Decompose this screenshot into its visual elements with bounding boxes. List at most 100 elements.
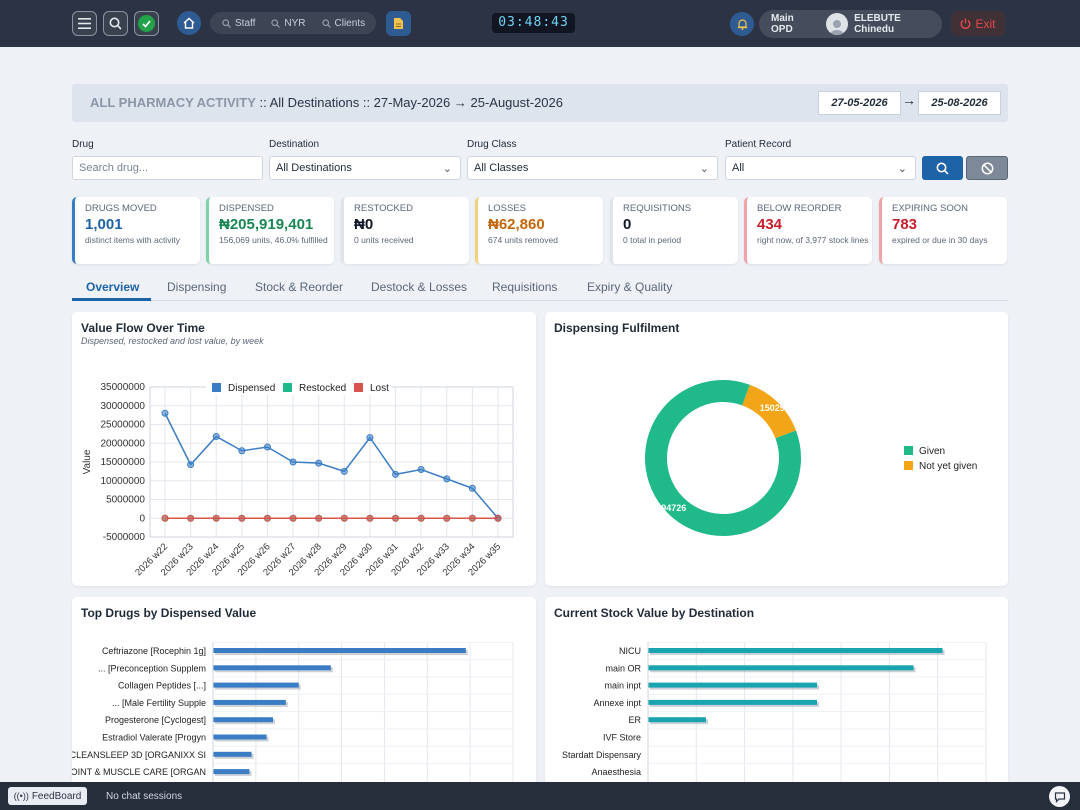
bar-label: CLEANSLEEP 3D [ORGANIXX SI (72, 750, 206, 760)
bar (213, 699, 286, 705)
tab-destock-losses[interactable]: Destock & Losses (371, 280, 468, 294)
y-tick-label: -5000000 (103, 532, 146, 543)
kpi-dispensed[interactable]: DISPENSED ₦205,919,401 156,069 units, 46… (206, 197, 334, 264)
feedboard-button[interactable]: ((•)) FeedBoard (8, 787, 87, 805)
kpi-value: 1,001 (85, 216, 123, 233)
panel-title: Top Drugs by Dispensed Value (81, 606, 257, 620)
kpi-expiring-soon[interactable]: EXPIRING SOON 783 expired or due in 30 d… (879, 197, 1007, 264)
tab-stock-reorder[interactable]: Stock & Reorder (255, 280, 344, 294)
bar (648, 717, 706, 723)
session-clock: 03:48:43 (492, 13, 575, 33)
data-point (212, 433, 220, 440)
tab-dispensing[interactable]: Dispensing (167, 280, 227, 294)
legend-box (206, 378, 392, 395)
kpi-label: EXPIRING SOON (892, 203, 969, 214)
chat-status: No chat sessions (106, 791, 183, 802)
status-bar: ((•)) FeedBoard No chat sessions (0, 782, 1080, 810)
bar-label: Progesterone [Cyclogest] (105, 715, 206, 725)
patient-record-select[interactable]: All ⌄ (725, 156, 916, 180)
kpi-label: DISPENSED (219, 203, 274, 214)
document-icon[interactable] (386, 11, 411, 36)
bar-label: main OR (605, 663, 641, 673)
kpi-value: ₦205,919,401 (219, 216, 314, 233)
data-point (315, 514, 323, 522)
tab-expiry-quality[interactable]: Expiry & Quality (587, 280, 673, 294)
bar (213, 648, 466, 653)
data-point (161, 409, 169, 417)
top-drugs-panel: Top Drugs by Dispensed Value Ceftriazone… (72, 597, 536, 787)
bar (213, 751, 252, 757)
ban-icon (981, 162, 993, 174)
patient-filter-label: Patient Record (725, 139, 792, 150)
value-flow-panel: Value Flow Over Time Dispensed, restocke… (72, 312, 536, 586)
kpi-value: 783 (892, 216, 918, 233)
data-point (263, 443, 271, 451)
donut-slice-not-yet-given (741, 384, 796, 439)
home-icon[interactable] (177, 11, 201, 35)
class-filter-label: Drug Class (467, 139, 517, 150)
chat-icon[interactable] (1049, 786, 1070, 807)
bar-label: Estradiol Valerate [Progyn (102, 733, 206, 743)
data-point (315, 459, 323, 467)
data-point (366, 514, 374, 522)
drug-search-input[interactable]: Search drug... (72, 156, 263, 180)
status-check-icon[interactable] (134, 11, 159, 36)
legend-label: Not yet given (919, 461, 977, 472)
data-point (238, 514, 246, 522)
slice-label: 94726 (661, 503, 686, 513)
destination-select[interactable]: All Destinations ⌄ (269, 156, 461, 180)
donut-slice-given (645, 380, 801, 536)
quick-filter-pills: Staff NYR Clients (210, 12, 376, 34)
kpi-below-reorder[interactable]: BELOW REORDER 434 right now, of 3,977 st… (744, 197, 872, 264)
bar-label: Annexe inpt (593, 698, 641, 708)
date-from-input[interactable]: 27-05-2026 (818, 91, 901, 115)
data-point (392, 514, 400, 522)
search-icon (271, 18, 281, 28)
kpi-subtext: 0 total in period (623, 235, 682, 245)
kpi-label: RESTOCKED (354, 203, 413, 214)
date-arrow: → (902, 92, 916, 108)
legend-label: Restocked (299, 383, 346, 394)
data-point (289, 514, 297, 522)
search-icon (222, 18, 231, 28)
drug-class-select[interactable]: All Classes ⌄ (467, 156, 718, 180)
data-point (340, 467, 348, 475)
date-to-input[interactable]: 25-08-2026 (918, 91, 1001, 115)
slice-label: 15029 (760, 403, 785, 413)
pill-nyr[interactable]: NYR (271, 18, 306, 29)
chevron-down-icon: ⌄ (897, 163, 907, 175)
user-pill[interactable]: Main OPD ELEBUTE Chinedu (759, 10, 942, 38)
exit-button[interactable]: Exit (951, 11, 1005, 36)
clear-filters-button[interactable] (966, 156, 1008, 180)
report-tabs: Overview Dispensing Stock & Reorder Dest… (72, 274, 1008, 301)
bell-icon[interactable] (730, 12, 754, 36)
pill-clients[interactable]: Clients (321, 18, 365, 29)
bar (213, 665, 331, 671)
tab-overview[interactable]: Overview (86, 280, 140, 294)
kpi-losses[interactable]: LOSSES ₦62,860 674 units removed (475, 197, 603, 264)
data-point (161, 514, 169, 522)
panel-subtitle: Dispensed, restocked and lost value, by … (81, 336, 264, 346)
y-tick-label: 5000000 (106, 495, 145, 506)
data-point (468, 514, 476, 522)
data-point (417, 466, 425, 473)
bar (648, 648, 943, 653)
search-icon[interactable] (103, 11, 128, 36)
bar-label: Stardatt Dispensary (562, 750, 642, 760)
data-point (187, 514, 195, 522)
data-point (392, 470, 400, 478)
kpi-value: 0 (623, 216, 632, 233)
pill-staff[interactable]: Staff (222, 18, 255, 29)
data-point (494, 514, 502, 522)
kpi-drugs-moved[interactable]: DRUGS MOVED 1,001 distinct items with ac… (72, 197, 200, 264)
data-point (212, 514, 220, 522)
tab-requisitions[interactable]: Requisitions (492, 280, 558, 294)
kpi-requisitions[interactable]: REQUISITIONS 0 0 total in period (610, 197, 738, 264)
data-point (443, 475, 451, 483)
kpi-restocked[interactable]: RESTOCKED ₦0 0 units received (341, 197, 469, 264)
broadcast-icon: ((•)) (13, 791, 29, 801)
bar-label: Anaesthesia (591, 767, 641, 777)
menu-icon[interactable] (72, 11, 97, 36)
apply-search-button[interactable] (922, 156, 963, 180)
bar (213, 717, 273, 723)
